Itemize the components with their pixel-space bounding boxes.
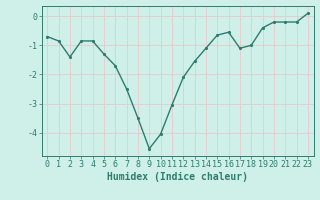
X-axis label: Humidex (Indice chaleur): Humidex (Indice chaleur) <box>107 172 248 182</box>
